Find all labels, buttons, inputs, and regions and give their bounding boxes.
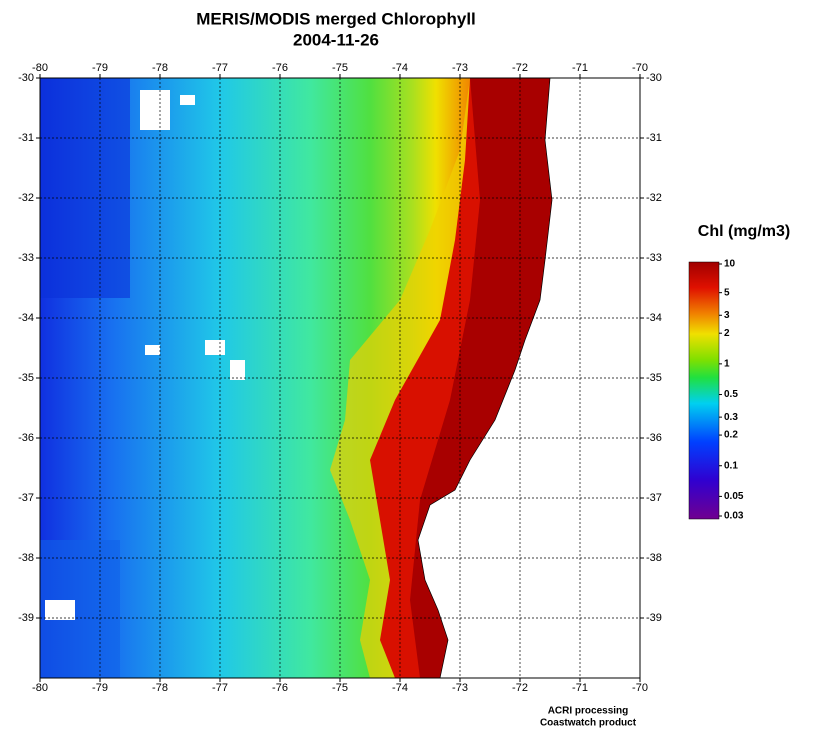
x-tick-label: -74 — [392, 682, 408, 694]
x-tick-label: -70 — [632, 682, 648, 694]
x-tick-label: -75 — [332, 62, 348, 74]
x-tick-label: -80 — [32, 682, 48, 694]
colorbar-tick-label: 10 — [724, 259, 736, 270]
y-tick-label: -36 — [18, 432, 34, 444]
low-chl-patch — [40, 78, 130, 298]
y-tick-label: -32 — [18, 192, 34, 204]
x-tick-label: -76 — [272, 682, 288, 694]
y-tick-label: -39 — [646, 612, 662, 624]
colorbar — [688, 261, 720, 520]
x-tick-label: -80 — [32, 62, 48, 74]
colorbar-tick-label: 3 — [724, 310, 730, 321]
x-tick-label: -71 — [572, 62, 588, 74]
x-tick-label: -70 — [632, 62, 648, 74]
y-tick-label: -38 — [18, 552, 34, 564]
y-tick-label: -37 — [18, 492, 34, 504]
colorbar-title: Chl (mg/m3) — [698, 223, 790, 240]
colorbar-tick-label: 0.05 — [724, 491, 744, 502]
y-tick-label: -31 — [18, 132, 34, 144]
x-tick-label: -72 — [512, 62, 528, 74]
x-tick-label: -77 — [212, 682, 228, 694]
x-tick-label: -72 — [512, 682, 528, 694]
y-tick-label: -35 — [18, 372, 34, 384]
credit: Coastwatch product — [540, 718, 637, 729]
y-tick-label: -39 — [18, 612, 34, 624]
x-tick-label: -79 — [92, 682, 108, 694]
x-tick-label: -74 — [392, 62, 408, 74]
x-tick-label: -73 — [452, 682, 468, 694]
x-tick-label: -79 — [92, 62, 108, 74]
colorbar-tick-label: 0.2 — [724, 430, 738, 441]
colorbar-tick-label: 0.5 — [724, 389, 738, 400]
y-tick-label: -33 — [18, 252, 34, 264]
y-tick-label: -30 — [646, 72, 662, 84]
colorbar-tick-label: 0.1 — [724, 460, 738, 471]
x-tick-label: -76 — [272, 62, 288, 74]
x-tick-label: -71 — [572, 682, 588, 694]
map-date: 2004-11-26 — [293, 30, 379, 49]
y-tick-label: -32 — [646, 192, 662, 204]
colorbar-tick-label: 0.3 — [724, 412, 738, 423]
y-tick-label: -34 — [646, 312, 662, 324]
x-tick-label: -73 — [452, 62, 468, 74]
x-tick-label: -75 — [332, 682, 348, 694]
y-tick-label: -31 — [646, 132, 662, 144]
colorbar-tick-label: 0.03 — [724, 511, 744, 522]
cloud-gaps — [45, 90, 245, 620]
credit: ACRI processing — [548, 706, 629, 717]
y-tick-label: -37 — [646, 492, 662, 504]
map-title: MERIS/MODIS merged Chlorophyll — [196, 9, 476, 28]
y-tick-label: -35 — [646, 372, 662, 384]
colorbar-tick-label: 1 — [724, 359, 730, 370]
y-tick-label: -33 — [646, 252, 662, 264]
x-tick-label: -78 — [152, 682, 168, 694]
y-tick-label: -38 — [646, 552, 662, 564]
colorbar-tick-label: 2 — [724, 328, 730, 339]
y-tick-label: -30 — [18, 72, 34, 84]
x-tick-label: -77 — [212, 62, 228, 74]
x-tick-label: -78 — [152, 62, 168, 74]
y-tick-label: -36 — [646, 432, 662, 444]
colorbar-tick-label: 5 — [724, 287, 730, 298]
y-tick-label: -34 — [18, 312, 34, 324]
